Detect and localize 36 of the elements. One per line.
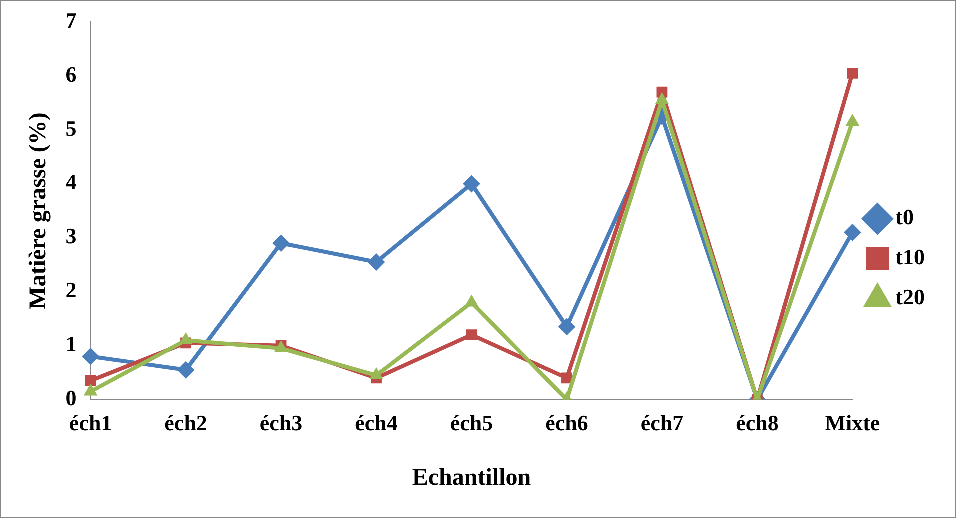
y-tick-label: 1 (66, 332, 77, 357)
x-tick-label: Mixte (825, 410, 880, 436)
legend-label: t0 (896, 204, 914, 230)
point (847, 68, 858, 79)
x-tick-label: éch6 (546, 410, 588, 436)
point (178, 362, 195, 379)
x-axis-title: Echantillon (412, 464, 532, 491)
point (85, 375, 96, 386)
legend-label: t20 (896, 284, 925, 310)
y-tick-label: 2 (66, 278, 77, 303)
point (466, 330, 478, 341)
point (562, 372, 572, 384)
x-tick-label: éch8 (736, 410, 779, 436)
y-tick-label: 3 (66, 224, 77, 249)
y-axis-title: Matière grasse (%) (26, 112, 52, 310)
point (463, 176, 480, 193)
y-tick-label: 0 (66, 385, 77, 410)
x-tick-label: éch3 (260, 410, 303, 436)
x-tick-label: éch2 (164, 410, 208, 436)
point (82, 348, 100, 366)
x-tick-label: éch4 (355, 410, 398, 436)
y-tick-label: 6 (66, 62, 77, 87)
point (84, 384, 98, 396)
y-tick-label: 5 (66, 116, 77, 141)
point (465, 295, 478, 307)
y-tick-label: 7 (66, 8, 77, 33)
x-tick-label: éch1 (69, 410, 112, 436)
point (370, 368, 384, 380)
point (558, 318, 576, 336)
y-tick-label: 4 (66, 170, 77, 195)
point (272, 234, 290, 252)
legend-label: t10 (896, 244, 925, 270)
x-tick-label: éch7 (640, 410, 684, 436)
point (368, 254, 386, 271)
x-tick-label: éch5 (450, 410, 494, 436)
point (844, 224, 862, 242)
